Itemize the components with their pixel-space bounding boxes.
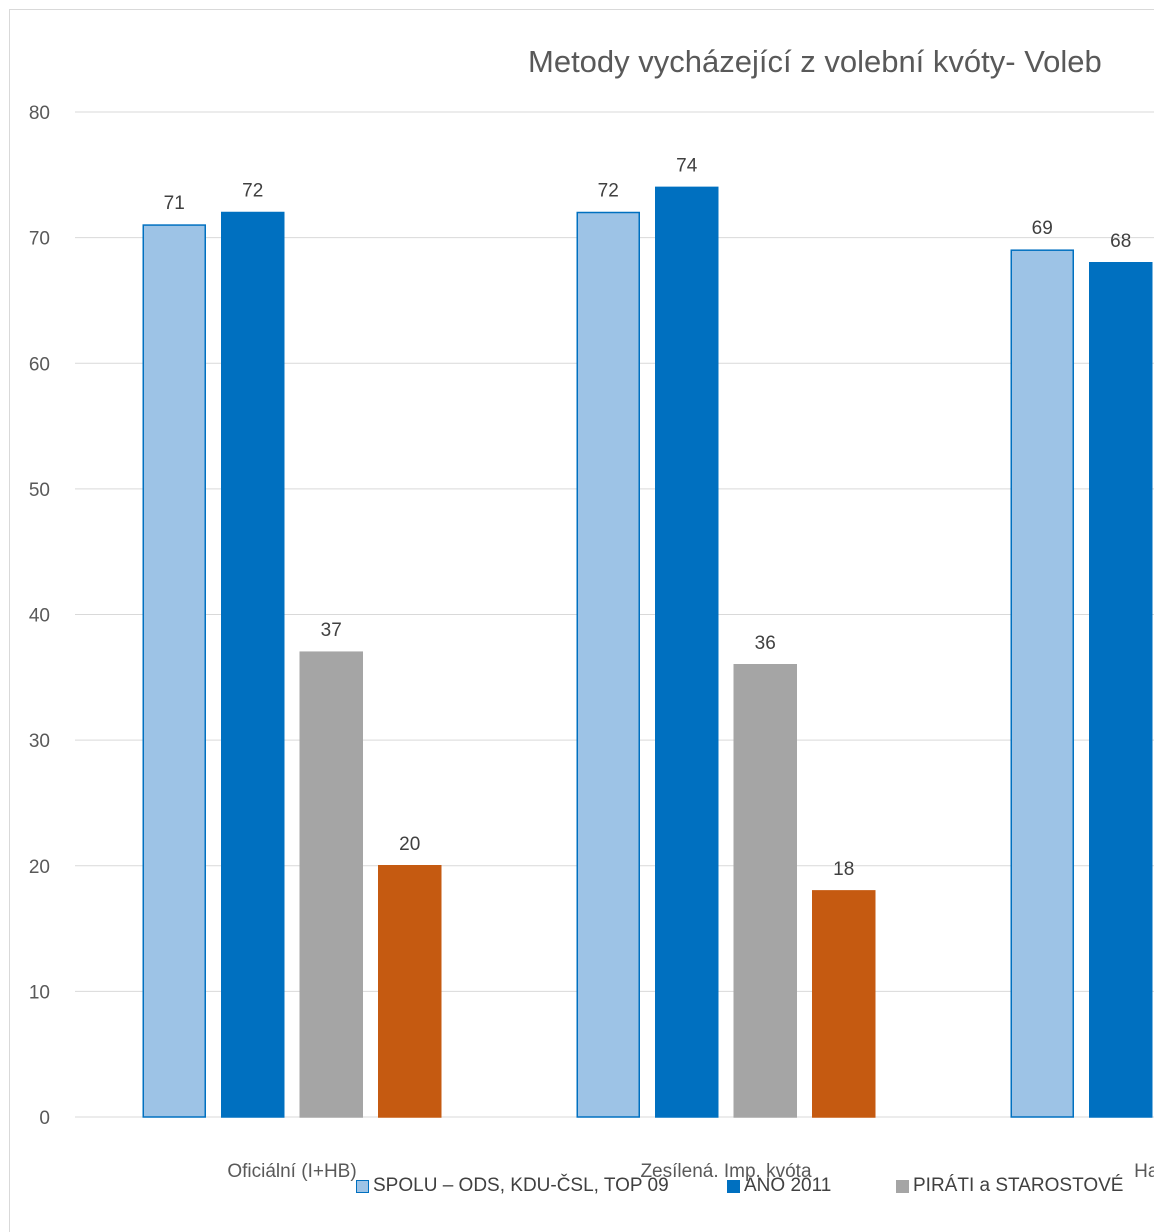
data-label: 72	[598, 181, 619, 202]
y-tick-label: 70	[29, 229, 50, 250]
legend-item-spolu: SPOLU – ODS, KDU-ČSL, TOP 09	[356, 1164, 669, 1208]
y-tick-label: 50	[29, 480, 50, 501]
legend-label-ano: ANO 2011	[744, 1175, 832, 1196]
legend-item-pirati: PIRÁTI a STAROSTOVÉ	[896, 1164, 1123, 1208]
legend-swatch-pirati	[896, 1179, 909, 1193]
bar	[655, 186, 719, 1118]
bar	[576, 211, 640, 1118]
data-label: 18	[833, 859, 854, 880]
legend-item-ano: ANO 2011	[727, 1164, 831, 1208]
bars	[142, 186, 1153, 1118]
data-labels: 71 72 37 20 72 74 36 18 69 68	[164, 155, 1132, 880]
category-label: Zesílená. Imp. kvóta	[640, 1161, 812, 1182]
category-label: Oficiální (I+HB)	[227, 1161, 356, 1182]
bar	[299, 651, 363, 1118]
bar	[142, 224, 206, 1118]
legend: SPOLU – ODS, KDU-ČSL, TOP 09 ANO 2011 PI…	[0, 1164, 1154, 1208]
chart-title: Metody vycházející z volební kvóty- Vole…	[528, 44, 1102, 79]
bar	[1089, 262, 1153, 1118]
data-label: 71	[164, 193, 185, 214]
y-axis-tick-labels: 0 10 20 30 40 50 60 70 80	[29, 103, 50, 1129]
data-label: 74	[676, 155, 698, 176]
legend-swatch-ano	[727, 1179, 740, 1193]
data-label: 72	[242, 181, 263, 202]
data-label: 20	[399, 834, 420, 855]
y-tick-label: 40	[29, 606, 50, 627]
data-label: 69	[1032, 218, 1053, 239]
legend-swatch-spolu	[356, 1179, 369, 1193]
data-label: 68	[1110, 231, 1131, 252]
y-tick-label: 80	[29, 103, 50, 124]
data-label: 36	[755, 633, 776, 654]
bar	[733, 664, 797, 1118]
x-axis-category-labels: Oficiální (I+HB) Zesílená. Imp. kvóta Hare…	[227, 1161, 1154, 1182]
y-tick-label: 0	[39, 1108, 50, 1129]
bar	[812, 890, 876, 1118]
data-label: 37	[321, 620, 342, 641]
y-tick-label: 20	[29, 857, 50, 878]
category-label: Hareo	[1134, 1161, 1154, 1182]
y-tick-label: 10	[29, 982, 50, 1003]
bar	[1010, 249, 1074, 1118]
bar	[221, 211, 285, 1118]
legend-label-pirati: PIRÁTI a STAROSTOVÉ	[913, 1175, 1124, 1196]
y-tick-label: 30	[29, 731, 50, 752]
legend-label-spolu: SPOLU – ODS, KDU-ČSL, TOP 09	[373, 1175, 669, 1196]
y-tick-label: 60	[29, 354, 50, 375]
bar	[378, 865, 442, 1118]
